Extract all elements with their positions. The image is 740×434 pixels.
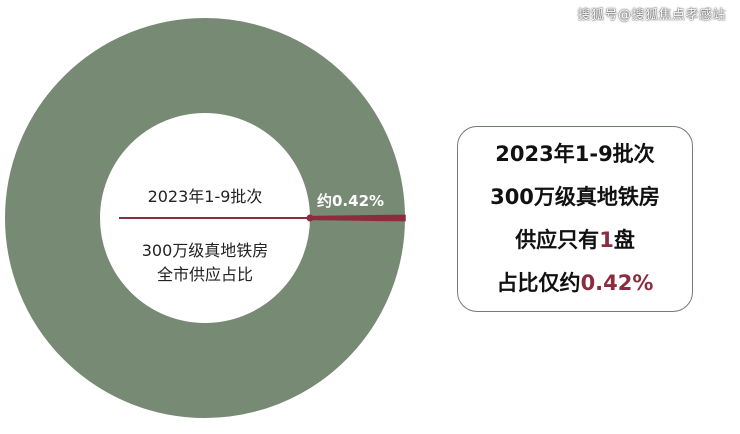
summary-line4-prefix: 占比仅约: [496, 271, 581, 295]
center-desc-line1: 300万级真地铁房: [141, 241, 269, 260]
summary-line1: 2023年1-9批次: [495, 142, 655, 166]
summary-line3: 供应只有1盘: [515, 219, 635, 262]
summary-line2: 300万级真地铁房: [490, 185, 660, 209]
watermark: 搜狐号@搜狐焦点孝感站: [577, 8, 726, 23]
leader-dot: [306, 214, 314, 222]
summary-box: 2023年1-9批次 300万级真地铁房 供应只有1盘 占比仅约0.42%: [457, 126, 693, 312]
center-description: 300万级真地铁房 全市供应占比: [125, 239, 285, 287]
summary-line3-suffix: 盘: [613, 228, 635, 252]
center-title: 2023年1-9批次: [147, 187, 263, 206]
summary-line3-highlight: 1: [599, 228, 614, 252]
summary-line4: 占比仅约0.42%: [497, 262, 654, 305]
center-desc-line2: 全市供应占比: [156, 265, 253, 284]
slice-data-label: 约0.42%: [317, 192, 385, 210]
summary-line3-prefix: 供应只有: [515, 228, 600, 252]
summary-line4-highlight: 0.42%: [580, 271, 654, 295]
donut-slice-highlight: [309, 214, 406, 222]
